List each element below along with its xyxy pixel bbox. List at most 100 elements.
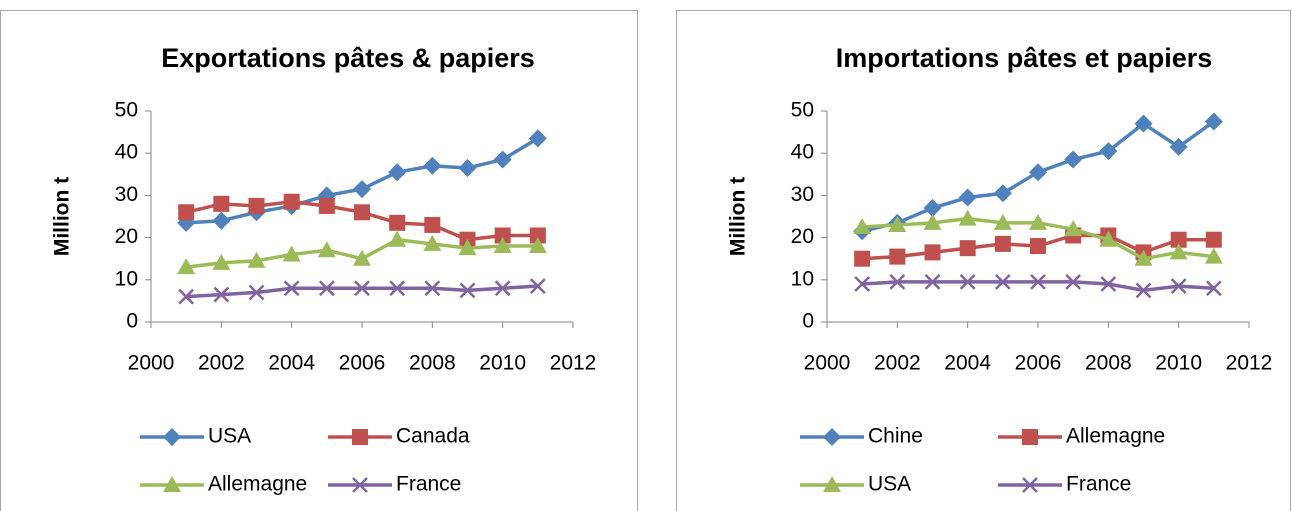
marker bbox=[529, 227, 546, 244]
marker bbox=[212, 211, 231, 230]
panel-border bbox=[0, 10, 638, 511]
marker bbox=[212, 253, 231, 270]
marker bbox=[1204, 247, 1223, 264]
marker bbox=[247, 251, 266, 268]
legend-label: France bbox=[1066, 473, 1131, 496]
x-tick-label: 2002 bbox=[874, 352, 921, 375]
x-tick-label: 2002 bbox=[198, 352, 245, 375]
marker bbox=[1134, 114, 1153, 133]
legend-label: France bbox=[396, 473, 461, 496]
marker bbox=[528, 237, 547, 254]
marker bbox=[1169, 243, 1188, 260]
marker bbox=[494, 280, 511, 297]
y-tick-label: 40 bbox=[791, 141, 814, 164]
marker bbox=[283, 193, 300, 210]
marker bbox=[459, 282, 476, 299]
marker bbox=[1064, 220, 1083, 237]
marker bbox=[354, 280, 370, 297]
marker bbox=[1205, 280, 1222, 297]
legend-label: Allemagne bbox=[1066, 425, 1165, 448]
marker bbox=[178, 288, 195, 305]
marker bbox=[389, 214, 406, 231]
x-tick-label: 2004 bbox=[944, 352, 991, 375]
marker bbox=[389, 280, 406, 297]
marker bbox=[213, 286, 230, 303]
marker bbox=[352, 477, 368, 493]
marker bbox=[889, 248, 906, 265]
marker bbox=[423, 156, 442, 175]
marker bbox=[994, 274, 1011, 290]
legend-label: USA bbox=[868, 473, 911, 496]
marker bbox=[1029, 213, 1047, 230]
marker bbox=[854, 276, 871, 292]
marker bbox=[458, 158, 477, 177]
marker bbox=[924, 244, 941, 261]
y-tick-label: 30 bbox=[791, 183, 814, 206]
marker bbox=[528, 129, 547, 148]
y-tick-label: 30 bbox=[115, 183, 138, 206]
marker bbox=[1100, 276, 1117, 292]
marker bbox=[959, 240, 976, 257]
chart-title: Importations pâtes et papiers bbox=[836, 43, 1213, 73]
marker bbox=[388, 163, 407, 182]
marker bbox=[1030, 238, 1046, 255]
panel-border bbox=[676, 10, 1291, 511]
marker bbox=[493, 237, 512, 254]
marker bbox=[317, 241, 336, 258]
marker bbox=[493, 150, 512, 169]
marker bbox=[1170, 231, 1187, 248]
marker bbox=[458, 239, 477, 256]
marker bbox=[889, 274, 906, 290]
marker bbox=[958, 209, 977, 226]
marker bbox=[993, 213, 1012, 230]
x-tick-label: 2004 bbox=[268, 352, 315, 375]
marker bbox=[1064, 150, 1083, 169]
marker bbox=[213, 195, 230, 212]
legend-label: Canada bbox=[396, 425, 470, 448]
marker bbox=[163, 476, 181, 492]
marker bbox=[248, 284, 265, 301]
marker bbox=[923, 199, 942, 218]
marker bbox=[1030, 274, 1046, 290]
marker bbox=[423, 234, 442, 251]
y-tick-label: 20 bbox=[115, 225, 138, 248]
marker bbox=[1065, 274, 1082, 290]
marker bbox=[248, 197, 265, 214]
marker bbox=[823, 428, 841, 446]
y-tick-label: 40 bbox=[115, 141, 138, 164]
x-tick-label: 2008 bbox=[1085, 352, 1132, 375]
marker bbox=[854, 250, 871, 267]
marker bbox=[352, 429, 368, 445]
y-tick-label: 50 bbox=[791, 99, 814, 122]
x-tick-label: 2000 bbox=[804, 352, 851, 375]
y-tick-label: 0 bbox=[126, 310, 138, 333]
marker bbox=[1169, 137, 1188, 156]
marker bbox=[853, 218, 872, 235]
marker bbox=[318, 197, 335, 214]
marker bbox=[888, 215, 907, 232]
marker bbox=[283, 280, 300, 297]
marker bbox=[923, 213, 942, 230]
legend-label: Chine bbox=[868, 425, 923, 448]
marker bbox=[177, 258, 196, 275]
marker bbox=[1022, 429, 1038, 445]
marker bbox=[388, 230, 407, 247]
x-tick-label: 2006 bbox=[1015, 352, 1062, 375]
marker bbox=[1204, 112, 1223, 131]
y-tick-label: 50 bbox=[115, 99, 138, 122]
marker bbox=[318, 280, 335, 297]
marker bbox=[958, 188, 977, 207]
marker bbox=[1099, 142, 1118, 161]
marker bbox=[1029, 163, 1047, 182]
x-tick-label: 2010 bbox=[1155, 352, 1202, 375]
marker bbox=[353, 249, 371, 266]
x-tick-label: 2010 bbox=[479, 352, 526, 375]
y-tick-label: 0 bbox=[802, 310, 814, 333]
marker bbox=[994, 235, 1011, 252]
marker bbox=[1135, 282, 1152, 299]
marker bbox=[1205, 231, 1222, 248]
marker bbox=[823, 476, 841, 492]
marker bbox=[529, 278, 546, 295]
marker bbox=[282, 245, 301, 262]
marker bbox=[424, 280, 441, 297]
